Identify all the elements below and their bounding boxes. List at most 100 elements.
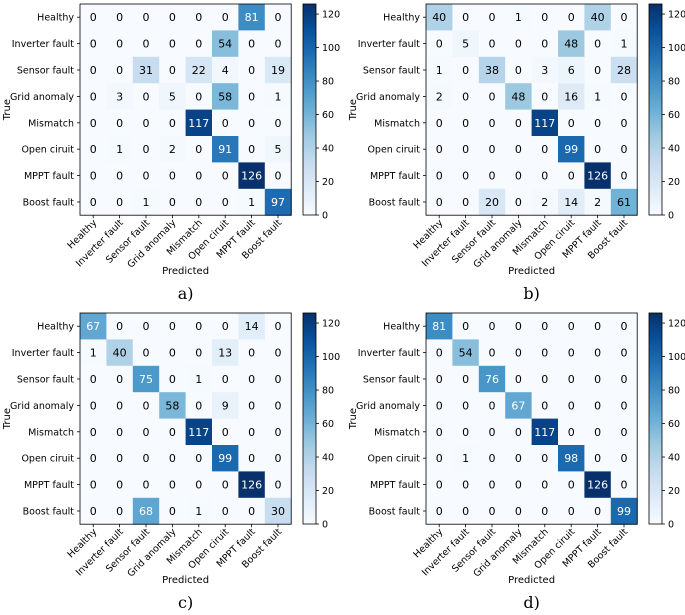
cell-value-label: 0 bbox=[90, 479, 97, 492]
cell-value-label: 0 bbox=[169, 426, 176, 439]
cell-value-label: 0 bbox=[275, 170, 282, 183]
heatmap-cell bbox=[531, 188, 559, 216]
colorbar-tick-label: 60 bbox=[322, 419, 334, 430]
cell-value-label: 0 bbox=[169, 38, 176, 51]
heatmap-cell bbox=[531, 313, 559, 340]
cell-value-label: 0 bbox=[275, 320, 282, 333]
y-tick-label: Mismatch bbox=[28, 118, 74, 129]
heatmap-cell bbox=[531, 109, 559, 137]
heatmap-cell bbox=[610, 471, 638, 499]
heatmap-cell bbox=[426, 4, 453, 31]
y-axis-label: True bbox=[2, 99, 13, 121]
heatmap-cell bbox=[452, 418, 480, 446]
x-axis-label: Predicted bbox=[508, 266, 555, 277]
heatmap-cell bbox=[185, 4, 213, 31]
heatmap-cell bbox=[185, 83, 213, 111]
cell-value-label: 0 bbox=[90, 64, 97, 77]
heatmap-cell bbox=[238, 471, 266, 499]
cell-value-label: 0 bbox=[594, 399, 601, 412]
heatmap-cell bbox=[584, 136, 612, 163]
cell-value-label: 4 bbox=[222, 64, 229, 77]
heatmap-cell bbox=[238, 30, 266, 58]
cell-value-label: 58 bbox=[218, 90, 232, 103]
cell-value-label: 3 bbox=[116, 90, 123, 103]
cell-value-label: 2 bbox=[169, 143, 176, 156]
cell-value-label: 0 bbox=[594, 64, 601, 77]
heatmap-cell bbox=[132, 313, 160, 340]
heatmap-cell bbox=[478, 83, 506, 111]
colorbar-tick-label: 100 bbox=[668, 43, 685, 54]
cell-value-label: 1 bbox=[436, 64, 443, 77]
colorbar-tick-label: 40 bbox=[668, 453, 680, 464]
heatmap-cell bbox=[212, 56, 239, 84]
heatmap-cell bbox=[132, 136, 160, 163]
colorbar bbox=[648, 3, 663, 216]
cell-value-label: 1 bbox=[462, 452, 469, 465]
colorbar-tick-label: 100 bbox=[322, 43, 340, 54]
cell-value-label: 0 bbox=[436, 117, 443, 130]
cell-value-label: 0 bbox=[594, 143, 601, 156]
cell-value-label: 0 bbox=[568, 399, 575, 412]
cell-value-label: 0 bbox=[489, 38, 496, 51]
heatmap-cell bbox=[159, 339, 187, 367]
heatmap-cell bbox=[452, 313, 480, 340]
heatmap-cell bbox=[610, 188, 638, 216]
heatmap-cell bbox=[505, 365, 533, 393]
heatmap-cell bbox=[238, 4, 266, 31]
cell-value-label: 0 bbox=[116, 64, 123, 77]
heatmap-cell bbox=[80, 497, 107, 525]
heatmap-cell bbox=[212, 30, 239, 58]
cell-value-label: 0 bbox=[541, 373, 548, 386]
heatmap-cell bbox=[264, 162, 292, 190]
cell-value-label: 97 bbox=[271, 196, 285, 209]
heatmap-cell bbox=[185, 188, 213, 216]
cell-value-label: 0 bbox=[248, 64, 255, 77]
heatmap-cell bbox=[426, 445, 453, 472]
y-tick-label: Inverter fault bbox=[12, 348, 75, 359]
heatmap-cell bbox=[505, 313, 533, 340]
heatmap-cell bbox=[159, 4, 187, 31]
heatmap-cell bbox=[185, 418, 213, 446]
cell-value-label: 0 bbox=[169, 320, 176, 333]
cell-value-label: 2 bbox=[436, 90, 443, 103]
y-tick-label: Healthy bbox=[37, 322, 74, 333]
cell-value-label: 75 bbox=[139, 373, 153, 386]
y-tick-label: Boost fault bbox=[23, 198, 75, 209]
heatmap-cell bbox=[106, 30, 134, 58]
heatmap-cell bbox=[426, 30, 453, 58]
heatmap-cell bbox=[159, 83, 187, 111]
cell-value-label: 0 bbox=[90, 196, 97, 209]
y-tick-label: Grid anomaly bbox=[356, 92, 420, 103]
cell-value-label: 0 bbox=[90, 170, 97, 183]
cell-value-label: 126 bbox=[241, 479, 262, 492]
heatmap-cell bbox=[212, 392, 239, 420]
y-tick-label: Sensor fault bbox=[363, 375, 420, 386]
heatmap-cell bbox=[478, 445, 506, 472]
heatmap-cell bbox=[478, 30, 506, 58]
cell-value-label: 0 bbox=[222, 505, 229, 518]
cell-value-label: 0 bbox=[515, 452, 522, 465]
heatmap-cell bbox=[132, 471, 160, 499]
cell-value-label: 0 bbox=[222, 320, 229, 333]
heatmap-cell bbox=[558, 4, 585, 31]
heatmap-cell bbox=[452, 162, 480, 190]
heatmap-cell bbox=[478, 497, 506, 525]
heatmap-cell bbox=[238, 188, 266, 216]
heatmap-cell bbox=[531, 418, 559, 446]
cell-value-label: 0 bbox=[90, 117, 97, 130]
cell-value-label: 1 bbox=[143, 196, 150, 209]
heatmap-cell bbox=[452, 392, 480, 420]
heatmap-cell bbox=[584, 313, 612, 340]
heatmap-cell bbox=[505, 109, 533, 137]
cell-value-label: 9 bbox=[222, 399, 229, 412]
heatmap-cell bbox=[212, 83, 239, 111]
heatmap-cell bbox=[106, 471, 134, 499]
cell-value-label: 0 bbox=[489, 90, 496, 103]
cell-value-label: 0 bbox=[489, 505, 496, 518]
heatmap-cell bbox=[106, 162, 134, 190]
y-tick-label: Boost fault bbox=[369, 507, 421, 518]
cell-value-label: 0 bbox=[436, 399, 443, 412]
heatmap-cell bbox=[505, 339, 533, 367]
cell-value-label: 0 bbox=[515, 426, 522, 439]
y-tick-label: Boost fault bbox=[23, 507, 75, 518]
